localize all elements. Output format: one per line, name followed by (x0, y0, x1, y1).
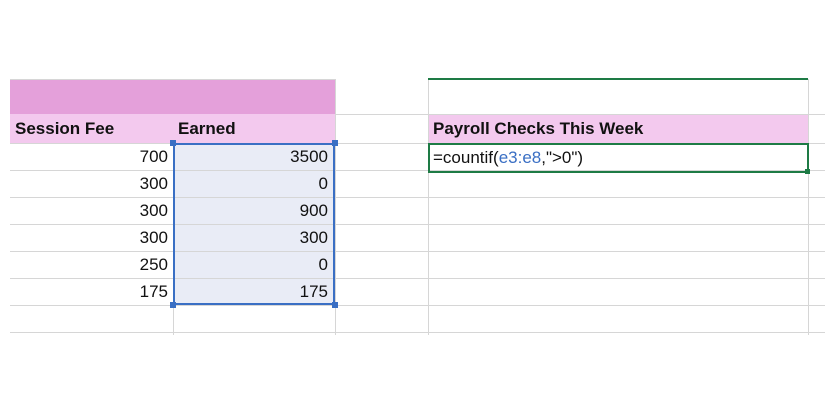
earned-cell[interactable]: 175 (299, 282, 328, 301)
header-band-left (10, 114, 335, 143)
formula-cell[interactable] (428, 143, 809, 173)
formula-text[interactable]: =countif(e3:e8,">0") (428, 144, 808, 172)
selection-handle[interactable] (332, 140, 338, 146)
header-earned[interactable]: Earned (178, 119, 236, 138)
earned-cell[interactable]: 0 (318, 255, 328, 274)
formula-suffix: ,">0") (541, 148, 584, 167)
session-fee-cell[interactable]: 300 (139, 228, 168, 247)
selection-range[interactable] (173, 143, 335, 305)
earned-cell[interactable]: 300 (299, 228, 328, 247)
earned-cell[interactable]: 3500 (290, 147, 328, 166)
selection-handle[interactable] (170, 302, 176, 308)
header-session-fee[interactable]: Session Fee (15, 119, 115, 138)
session-fee-cell[interactable]: 250 (139, 255, 168, 274)
header-band-right (428, 114, 808, 143)
selection-handle[interactable] (170, 140, 176, 146)
green-top-line (428, 78, 808, 80)
session-fee-cell[interactable]: 300 (139, 201, 168, 220)
header-payroll-checks[interactable]: Payroll Checks This Week (433, 119, 644, 138)
selection-handle[interactable] (332, 302, 338, 308)
earned-cell[interactable]: 900 (299, 201, 328, 220)
title-band[interactable] (10, 80, 335, 114)
formula-prefix: =countif( (433, 148, 499, 167)
session-fee-cell[interactable]: 300 (139, 174, 168, 193)
session-fee-cell[interactable]: 700 (139, 147, 168, 166)
earned-cell[interactable]: 0 (318, 174, 328, 193)
formula-range-ref: e3:e8 (498, 148, 542, 167)
fill-handle[interactable] (805, 169, 810, 174)
session-fee-cell[interactable]: 175 (139, 282, 168, 301)
